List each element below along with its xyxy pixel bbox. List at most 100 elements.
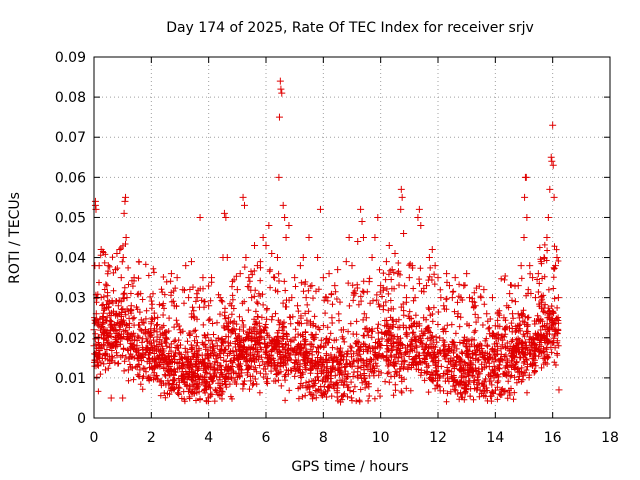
data-point xyxy=(411,294,419,302)
data-point xyxy=(374,213,382,221)
data-point xyxy=(371,234,379,241)
data-point xyxy=(414,213,422,221)
data-point xyxy=(486,330,494,338)
data-point xyxy=(397,185,405,193)
data-point xyxy=(448,294,456,302)
data-point xyxy=(543,234,551,241)
data-point xyxy=(351,290,359,298)
data-point xyxy=(223,254,231,262)
data-point xyxy=(123,294,131,302)
y-tick-label: 0.08 xyxy=(55,90,86,106)
data-point xyxy=(503,302,511,310)
data-point xyxy=(480,286,488,294)
data-point xyxy=(488,294,496,302)
data-point xyxy=(253,262,261,270)
data-point xyxy=(122,234,130,241)
data-point xyxy=(391,250,399,258)
data-point xyxy=(91,201,99,209)
data-point xyxy=(196,213,204,221)
data-point xyxy=(294,302,302,310)
data-point xyxy=(339,326,347,334)
data-point xyxy=(415,205,423,213)
chart-title: Day 174 of 2025, Rate Of TEC Index for r… xyxy=(166,20,534,36)
data-point xyxy=(322,294,330,302)
data-point xyxy=(548,157,556,165)
data-point xyxy=(251,242,259,250)
data-point xyxy=(126,334,134,342)
data-point xyxy=(468,298,476,306)
data-point xyxy=(494,310,502,318)
data-point xyxy=(357,205,365,213)
data-point xyxy=(220,209,228,217)
data-point xyxy=(544,213,552,221)
data-point xyxy=(328,314,336,322)
data-point xyxy=(308,282,316,290)
data-point xyxy=(95,262,103,270)
data-point xyxy=(440,302,448,310)
data-point xyxy=(116,246,124,254)
data-point xyxy=(127,302,135,310)
data-point xyxy=(368,254,376,262)
data-point xyxy=(552,262,560,270)
data-point xyxy=(259,234,267,241)
data-point xyxy=(299,254,307,262)
data-point xyxy=(275,173,283,181)
x-tick-label: 10 xyxy=(372,430,390,446)
data-point xyxy=(358,217,366,225)
data-point xyxy=(117,274,125,282)
data-point xyxy=(445,282,453,290)
data-point xyxy=(285,221,293,229)
y-tick-label: 0.09 xyxy=(55,50,86,66)
data-point xyxy=(106,330,114,338)
data-point xyxy=(142,326,150,334)
data-point xyxy=(491,322,499,330)
data-point xyxy=(288,294,296,302)
y-tick-label: 0.03 xyxy=(55,291,86,307)
data-point xyxy=(385,242,393,250)
data-point xyxy=(205,302,213,310)
data-point xyxy=(348,262,356,270)
x-tick-label: 0 xyxy=(90,430,99,446)
data-point xyxy=(546,185,554,193)
data-point xyxy=(230,354,238,362)
y-axis-label: ROTI / TECUs xyxy=(7,192,23,284)
data-point xyxy=(99,314,107,322)
data-point xyxy=(514,282,522,290)
data-point xyxy=(434,274,442,282)
data-point xyxy=(408,262,416,270)
data-point xyxy=(394,270,402,278)
data-point xyxy=(187,258,195,266)
data-point xyxy=(110,326,118,334)
data-point xyxy=(553,254,561,262)
data-point xyxy=(208,274,216,282)
x-tick-label: 14 xyxy=(486,430,504,446)
data-point xyxy=(248,294,256,302)
data-point xyxy=(325,270,333,278)
data-point xyxy=(150,342,158,350)
data-point xyxy=(159,354,167,362)
data-point xyxy=(380,302,388,310)
data-point xyxy=(291,274,299,282)
data-point xyxy=(398,193,406,201)
data-point xyxy=(402,294,410,302)
data-point xyxy=(271,274,279,282)
data-point xyxy=(549,161,557,169)
data-point xyxy=(457,294,465,302)
data-point xyxy=(305,234,313,241)
data-point xyxy=(199,274,207,282)
data-point xyxy=(103,282,111,290)
data-point xyxy=(362,314,370,322)
data-point xyxy=(520,234,528,241)
data-point xyxy=(526,262,534,270)
x-tick-label: 12 xyxy=(429,430,447,446)
data-point xyxy=(153,362,161,370)
data-point xyxy=(265,221,273,229)
x-tick-label: 16 xyxy=(544,430,562,446)
data-point xyxy=(273,254,281,262)
data-point xyxy=(170,302,178,310)
point-cloud-path xyxy=(91,241,562,405)
data-point xyxy=(314,254,322,262)
data-point xyxy=(281,213,289,221)
data-point xyxy=(483,310,491,318)
data-point xyxy=(277,85,285,93)
